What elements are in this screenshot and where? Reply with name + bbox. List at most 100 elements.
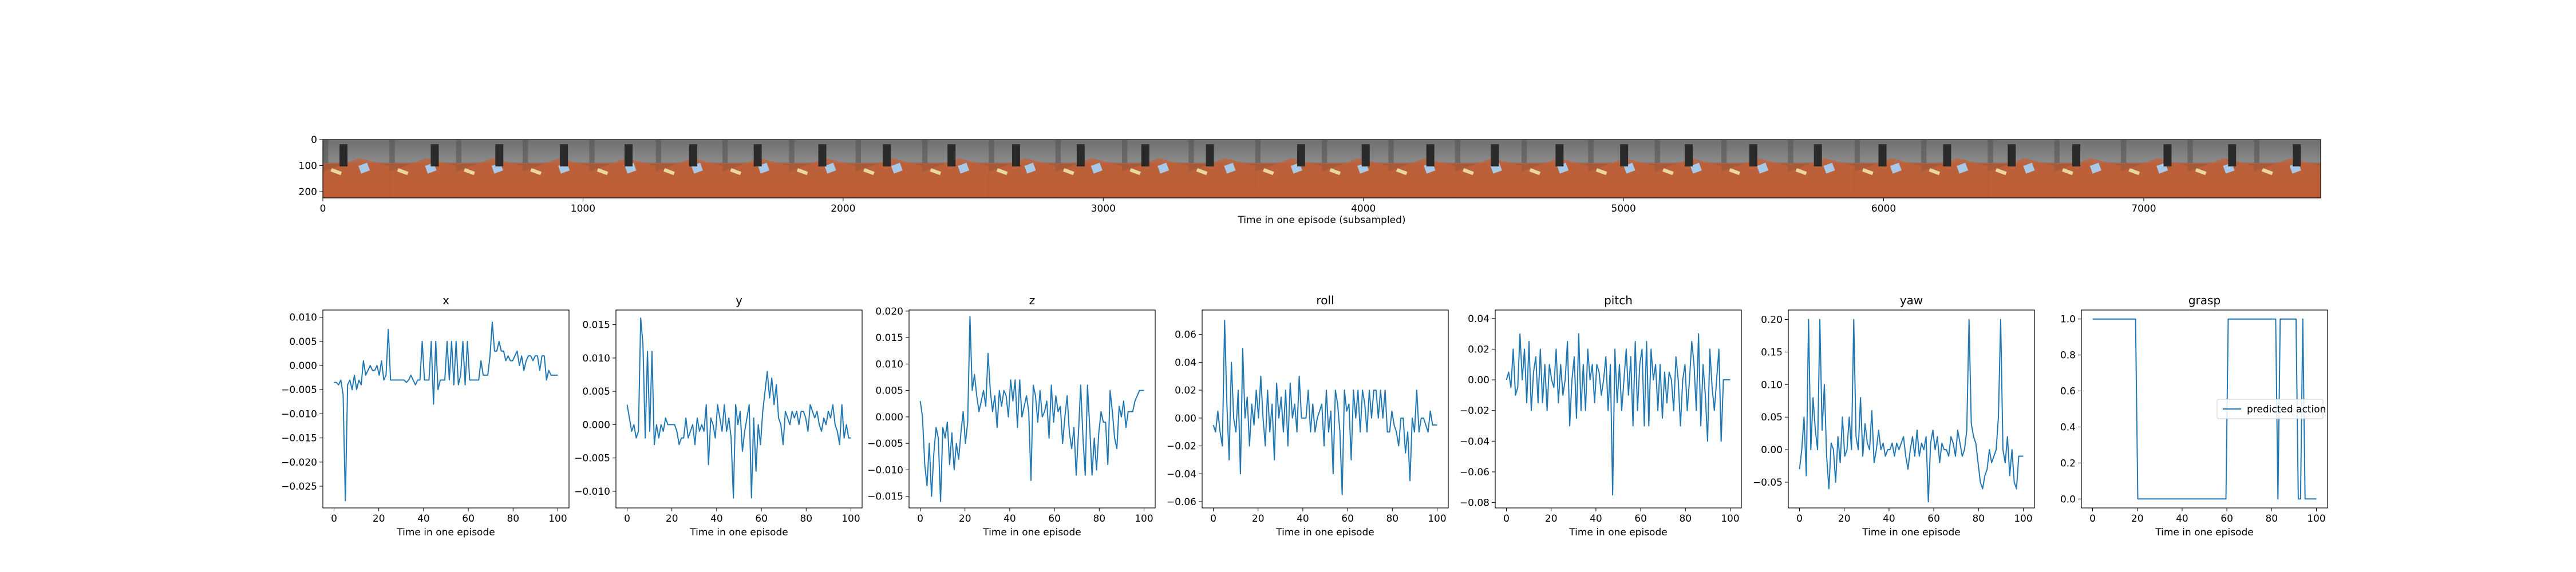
y-tick-label: −0.020 [281,457,317,468]
series-line [1799,319,2024,503]
strip-x-tick-label: 5000 [1611,203,1636,214]
y-tick-label: 0.15 [1761,347,1783,358]
y-tick-label: 0.010 [582,353,610,364]
strip-frame [789,140,856,198]
x-axis-label: Time in one episode [1568,527,1667,538]
x-tick-label: 0 [624,513,630,525]
episode-image-strip: 0 1000 2000 3000 4000 5000 6000 7000 0 100 200 Ti… [299,134,2321,226]
strip-x-tick-label: 7000 [2131,203,2156,214]
subplot-title: x [442,293,449,307]
y-tick-label: 0.4 [2060,422,2076,433]
legend: predicted action [2217,399,2326,419]
y-tick-label: 1.0 [2060,314,2076,325]
strip-frame [2121,140,2188,198]
x-tick-label: 60 [755,513,768,525]
y-tick-label: 0.00 [1468,375,1490,386]
x-tick-label: 80 [1093,513,1105,525]
strip-x-axis-label: Time in one episode (subsampled) [1237,214,1405,226]
y-tick-label: 0.010 [875,359,903,370]
y-tick-label: 0.0 [2060,494,2076,505]
x-axis-label: Time in one episode [1862,527,1960,538]
y-tick-label: 0.00 [1175,413,1196,424]
y-tick-label: −0.005 [867,438,903,450]
y-tick-label: 0.02 [1468,344,1490,355]
strip-frame [389,140,457,198]
y-tick-label: 0.010 [289,312,317,324]
y-tick-label: −0.015 [281,433,317,444]
strip-frame [323,140,390,198]
strip-frame [855,140,923,198]
y-tick-label: 0.000 [875,412,903,423]
x-tick-label: 60 [1927,513,1940,525]
y-tick-label: 0.04 [1468,313,1490,325]
strip-frame [1388,140,1456,198]
strip-frame [1654,140,1722,198]
axes-frame [908,309,1156,509]
strip-y-tick-label: 100 [299,161,317,172]
x-tick-label: 40 [1590,513,1602,525]
strip-frame [2187,140,2255,198]
y-tick-label: −0.06 [1460,467,1490,478]
y-tick-label: 0.000 [289,360,317,372]
x-tick-label: 20 [1545,513,1558,525]
x-tick-label: 0 [2089,513,2096,525]
strip-x-tick-label: 6000 [1871,203,1896,214]
x-tick-label: 100 [1721,513,1739,525]
x-tick-label: 100 [1135,513,1153,525]
strip-x-tick-label: 1000 [571,203,595,214]
x-tick-label: 0 [331,513,337,525]
subplot-title: roll [1316,293,1334,307]
strip-frame [456,140,523,198]
strip-border [322,139,2321,198]
x-tick-label: 60 [462,513,475,525]
x-tick-label: 60 [1048,513,1061,525]
x-tick-label: 40 [417,513,430,525]
strip-frame [1522,140,1589,198]
x-tick-label: 20 [373,513,385,525]
x-tick-label: 100 [1428,513,1446,525]
x-tick-label: 20 [1252,513,1265,525]
strip-frame [523,140,590,198]
y-tick-label: 0.20 [1761,315,1783,326]
x-tick-label: 20 [959,513,971,525]
y-tick-label: 0.015 [875,332,903,344]
x-tick-label: 60 [2221,513,2233,525]
y-tick-label: 0.005 [582,386,610,398]
x-axis-label: Time in one episode [2155,527,2253,538]
x-tick-label: 40 [1003,513,1016,525]
y-tick-label: 0.2 [2060,458,2076,469]
series-line [1212,320,1437,495]
y-tick-label: −0.06 [1167,496,1196,508]
axes-frame [1202,309,1449,509]
y-tick-label: −0.04 [1460,436,1490,447]
y-tick-label: −0.02 [1167,441,1196,452]
x-tick-label: 100 [2307,513,2325,525]
x-tick-label: 80 [800,513,812,525]
x-axis-label: Time in one episode [396,527,495,538]
strip-frame [922,140,989,198]
x-axis-label: Time in one episode [689,527,788,538]
strip-frame [1721,140,1788,198]
y-tick-label: 0.000 [582,419,610,431]
legend-label: predicted action [2247,404,2326,415]
axes-frame [1788,309,2035,509]
strip-x-tick-label: 4000 [1351,203,1376,214]
strip-frame [1455,140,1522,198]
axes-frame [322,309,570,509]
y-tick-label: −0.015 [867,491,903,503]
subplot-x: x 0 20 40 60 80 100 0.010 0.005 0.000 −0.005 −0.010… [281,293,570,538]
x-tick-label: 80 [2265,513,2278,525]
strip-frame [1055,140,1123,198]
y-tick-label: −0.08 [1460,498,1490,509]
strip-frame [1854,140,1922,198]
subplot-title: grasp [2188,293,2221,307]
strip-frame [1788,140,1855,198]
x-tick-label: 0 [1796,513,1803,525]
strip-y-tick-label: 0 [311,134,317,146]
axes-frame [2081,309,2328,509]
x-tick-label: 0 [1503,513,1510,525]
x-tick-label: 20 [666,513,678,525]
strip-frame [1322,140,1389,198]
y-tick-label: 0.00 [1761,444,1783,456]
